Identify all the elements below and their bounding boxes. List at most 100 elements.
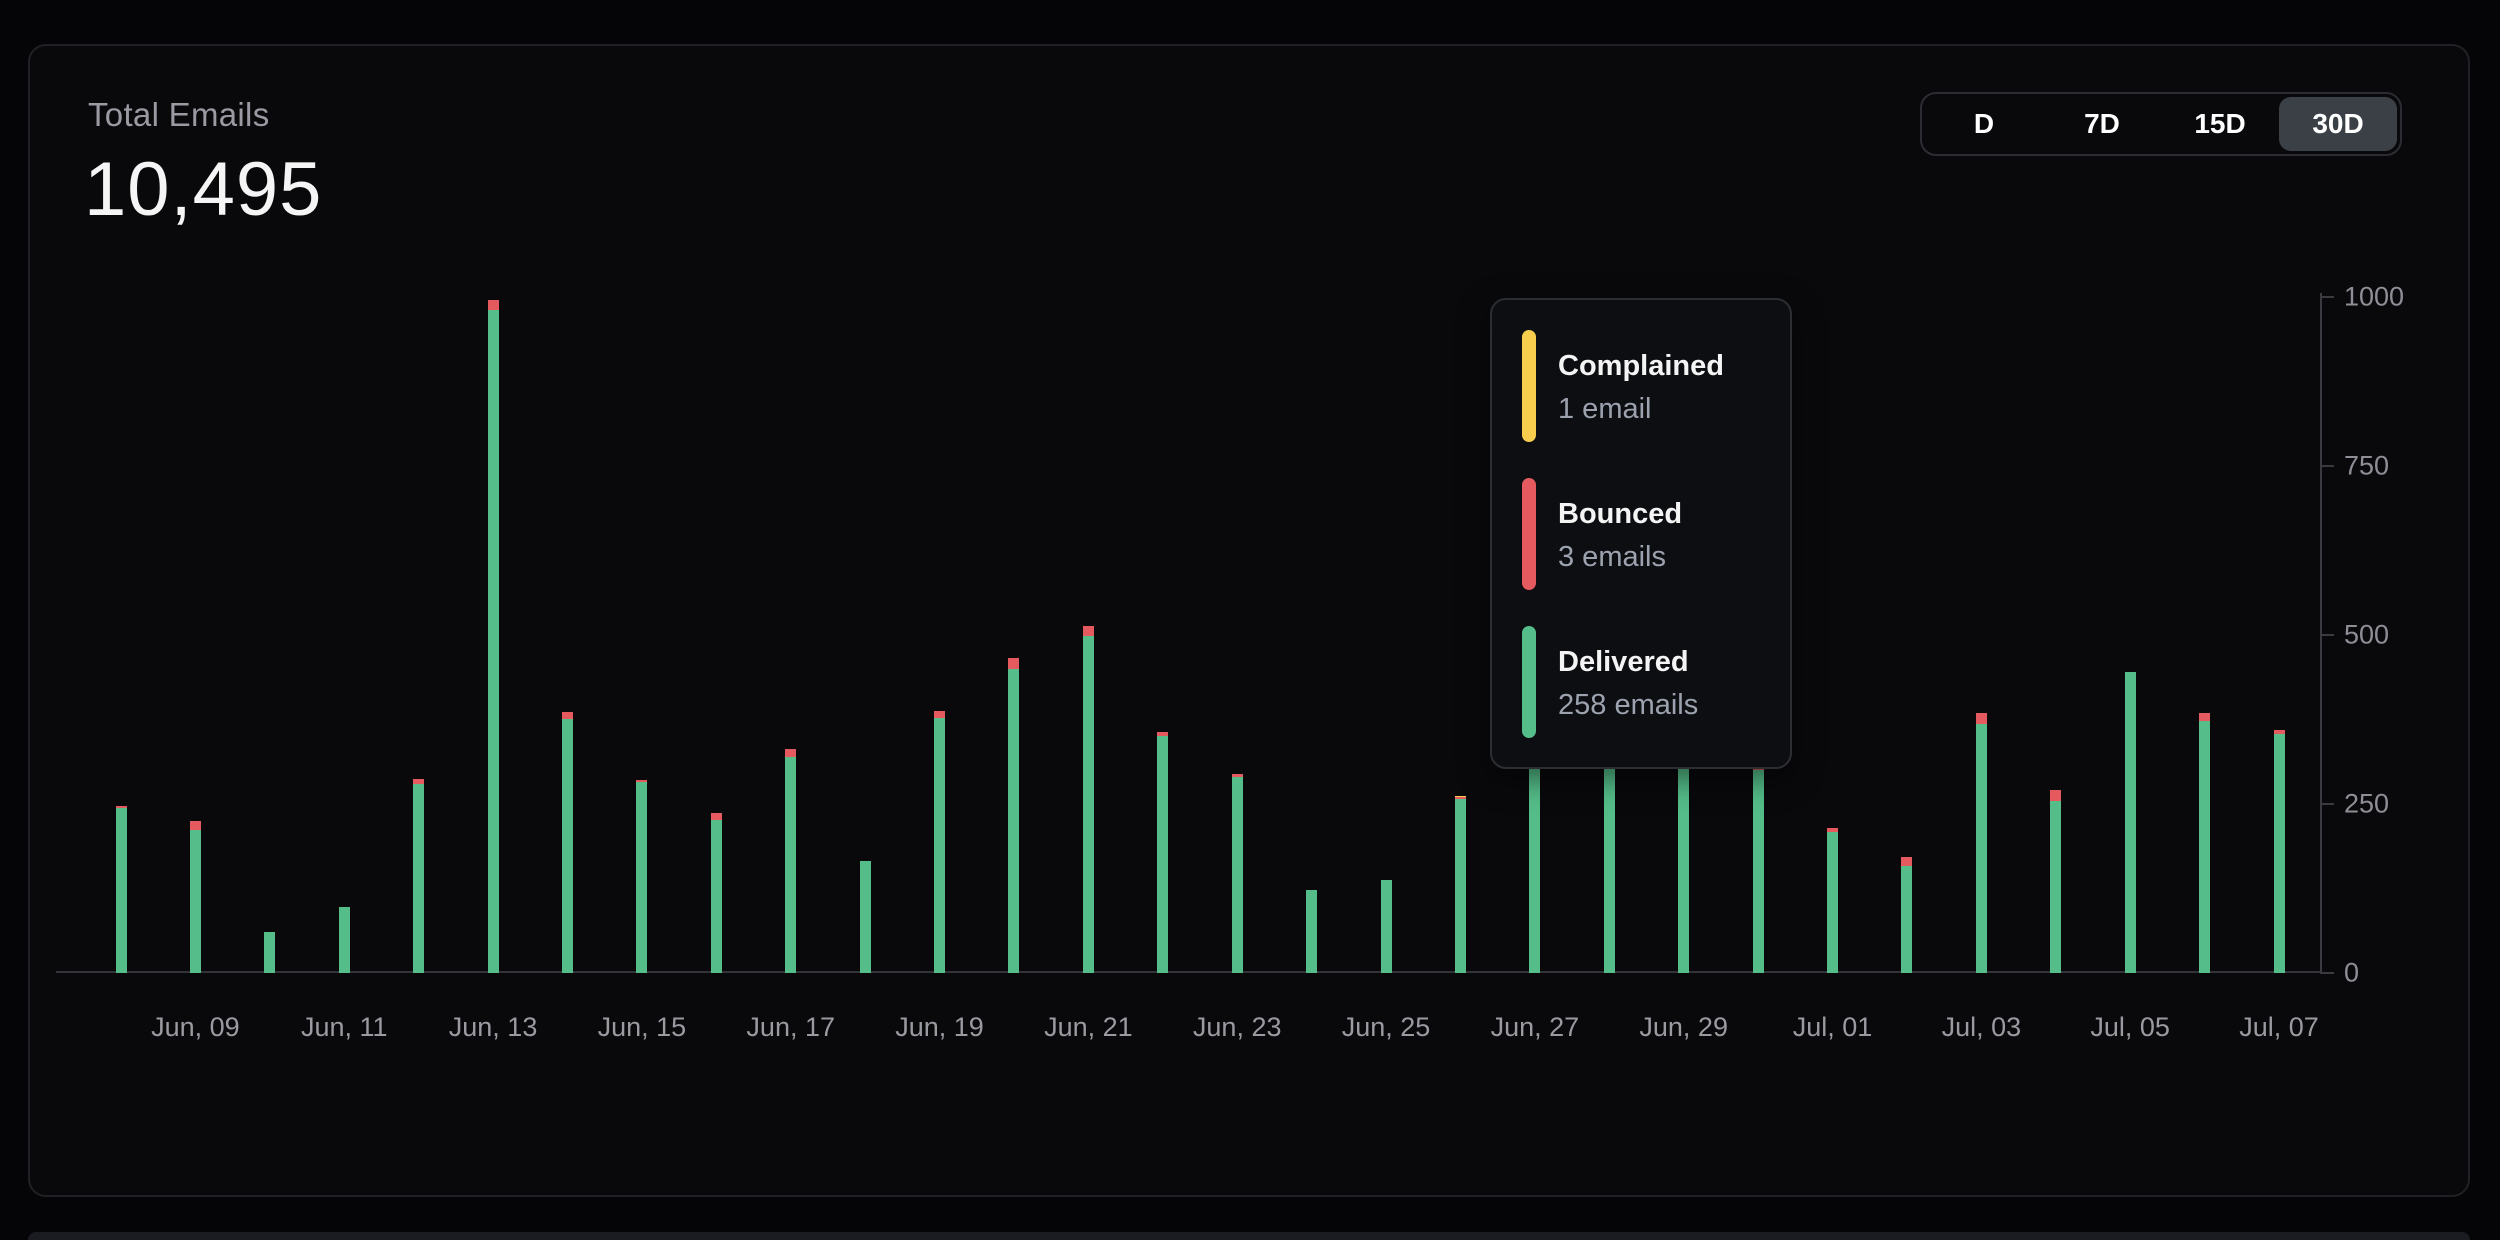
bar-jun-20[interactable] [1008,657,1020,973]
bar-segment-delivered [1306,889,1318,973]
tooltip-entry-delivered: Delivered 258 emails [1522,626,1790,738]
x-label-jun-11: Jun, 11 [300,1012,388,1042]
y-tick-label-500: 500 [2344,619,2390,650]
range-tab-15d[interactable]: 15D [2194,108,2246,139]
y-tick-mark-750 [2320,465,2334,467]
bar-segment-delivered [2199,720,2211,973]
range-tab-7d[interactable]: 7D [2084,108,2120,139]
bar-jun-23[interactable] [1231,774,1243,973]
bar-segment-bounced [1975,712,1987,725]
tooltip-series-value: 258 emails [1558,689,1699,721]
bar-jun-21[interactable] [1082,625,1094,973]
bar-jun-28[interactable] [1603,739,1615,973]
bar-segment-bounced [413,778,425,785]
bar-segment-delivered [2124,672,2136,973]
bar-segment-delivered [2050,800,2062,973]
bar-segment-bounced [189,820,201,831]
x-label-jun-19: Jun, 19 [895,1012,984,1042]
bar-jul-06[interactable] [2199,712,2211,973]
range-tab-30d[interactable]: 30D [2279,97,2397,151]
tooltip-series-value: 1 email [1558,393,1652,425]
x-label-jul-05: Jul, 05 [2090,1012,2170,1042]
x-label-jun-17: Jun, 17 [746,1012,836,1042]
bar-jun-16[interactable] [710,812,722,973]
bar-segment-bounced [710,812,722,820]
total-emails-card: Total Emails 10,495 D 7D 15D 30D 0 250 500 750… [28,44,2470,1197]
range-selector: D 7D 15D 30D [1920,92,2402,156]
x-label-jun-21: Jun, 21 [1044,1012,1133,1042]
x-axis-line [56,971,2322,973]
tooltip-entry-bounced: Bounced 3 emails [1522,478,1790,590]
tooltip-series-name: Complained [1558,350,1724,382]
bar-jun-29[interactable] [1678,760,1690,973]
bar-segment-delivered [264,932,276,973]
bar-segment-delivered [1082,635,1094,973]
bar-segment-complained [1454,795,1466,797]
y-tick-label-750: 750 [2344,450,2390,481]
bar-jun-15[interactable] [636,780,648,973]
bar-jul-01[interactable] [1827,828,1839,973]
bar-segment-bounced [561,712,573,720]
bar-segment-delivered [189,830,201,973]
bar-jun-19[interactable] [934,711,946,973]
bar-jul-02[interactable] [1901,856,1913,973]
bar-jul-03[interactable] [1975,712,1987,973]
x-label-jul-07: Jul, 07 [2239,1012,2319,1042]
bar-jun-09[interactable] [189,820,201,973]
bar-segment-bounced [1231,774,1243,777]
x-label-jun-27: Jun, 27 [1490,1012,1580,1042]
bar-segment-delivered [1752,770,1764,973]
card-title: Total Emails [88,96,270,133]
bar-jul-07[interactable] [2273,730,2285,973]
y-tick-label-1000: 1000 [2344,281,2405,312]
bar-jul-04[interactable] [2050,789,2062,973]
x-label-jun-29: Jun, 29 [1639,1012,1728,1042]
bar-jun-25[interactable] [1380,880,1392,973]
bar-jun-12[interactable] [413,778,425,973]
bar-jun-30[interactable] [1752,766,1764,973]
y-tick-mark-500 [2320,634,2334,636]
bar-segment-delivered [934,718,946,973]
bar-segment-bounced [1157,731,1169,737]
bar-segment-bounced [1827,828,1839,833]
bar-jun-17[interactable] [785,749,797,973]
y-axis-line [2320,293,2322,973]
bar-segment-bounced [115,806,127,809]
bar-segment-bounced [934,711,946,719]
bar-jun-26[interactable] [1454,795,1466,973]
next-card-top-edge [28,1232,2470,1240]
bar-segment-delivered [1975,724,1987,973]
bar-jun-13[interactable] [487,300,499,973]
bar-segment-delivered [487,309,499,973]
bar-segment-delivered [338,906,350,973]
bar-jun-27[interactable] [1529,749,1541,973]
bar-jun-11[interactable] [338,906,350,973]
bar-segment-delivered [413,784,425,973]
bar-segment-delivered [115,808,127,973]
bar-jun-08[interactable] [115,806,127,973]
bar-segment-delivered [710,819,722,973]
bar-jun-22[interactable] [1157,731,1169,973]
range-tab-d[interactable]: D [1973,108,1995,139]
chart-tooltip: Complained 1 email Bounced 3 emails Delivere… [1490,298,1792,769]
bar-jun-14[interactable] [561,712,573,973]
bar-segment-delivered [1157,736,1169,973]
tooltip-series-name: Delivered [1558,646,1689,678]
bar-segment-delivered [561,719,573,973]
x-label-jul-03: Jul, 03 [1941,1012,2022,1042]
x-label-jun-25: Jun, 25 [1341,1012,1431,1042]
bar-segment-delivered [1529,756,1541,973]
y-tick-mark-250 [2320,803,2334,805]
bar-jun-24[interactable] [1306,889,1318,973]
bar-jun-18[interactable] [859,861,871,973]
bar-jul-05[interactable] [2124,672,2136,973]
bar-segment-delivered [785,757,797,973]
bar-segment-delivered [636,782,648,973]
x-label-jul-01: Jul, 01 [1792,1012,1873,1042]
complained-color-pill [1522,330,1536,442]
tooltip-series-name: Bounced [1558,498,1683,530]
bar-segment-delivered [1678,763,1690,973]
bar-segment-delivered [1603,746,1615,973]
bar-jun-10[interactable] [264,932,276,973]
bar-segment-delivered [2273,733,2285,973]
